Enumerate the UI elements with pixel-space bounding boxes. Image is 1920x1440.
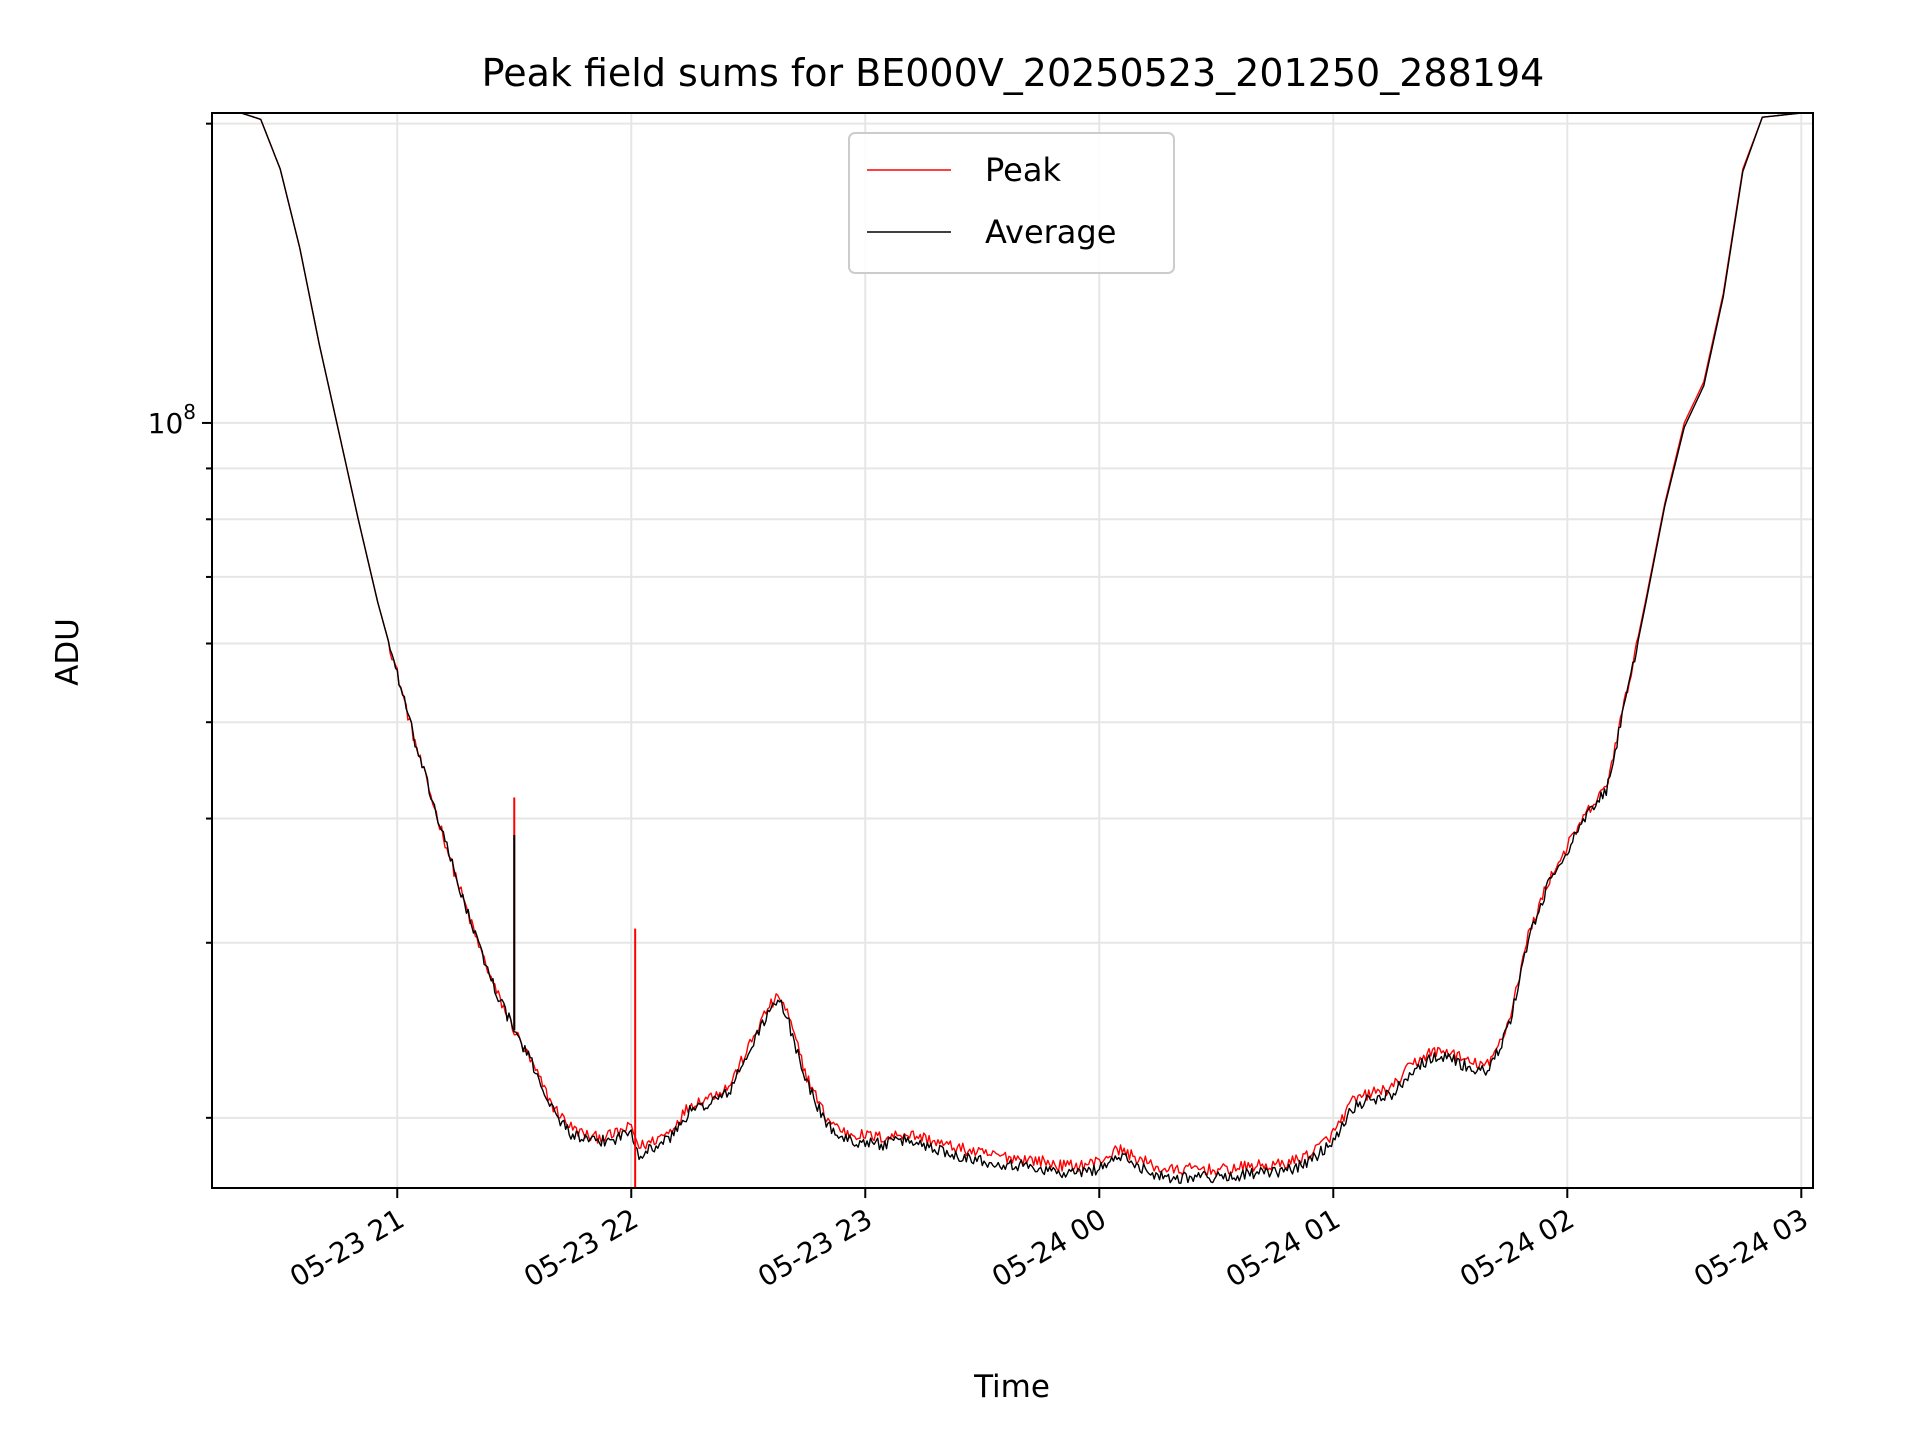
series-lines [212,113,1802,1188]
y-axis: 108 [148,122,212,1119]
legend-label-average: Average [985,213,1116,251]
legend-label-peak: Peak [985,151,1061,189]
legend-box [848,132,1175,274]
legend: Peak Average [848,132,1175,274]
chart-title: Peak field sums for BE000V_20250523_2012… [482,51,1545,95]
y-tick-label: 108 [148,400,196,440]
x-axis-title: Time [973,1369,1050,1405]
plot-frame [211,112,1814,1189]
y-axis-title: ADU [50,618,86,686]
series-line-average [212,113,1802,1184]
